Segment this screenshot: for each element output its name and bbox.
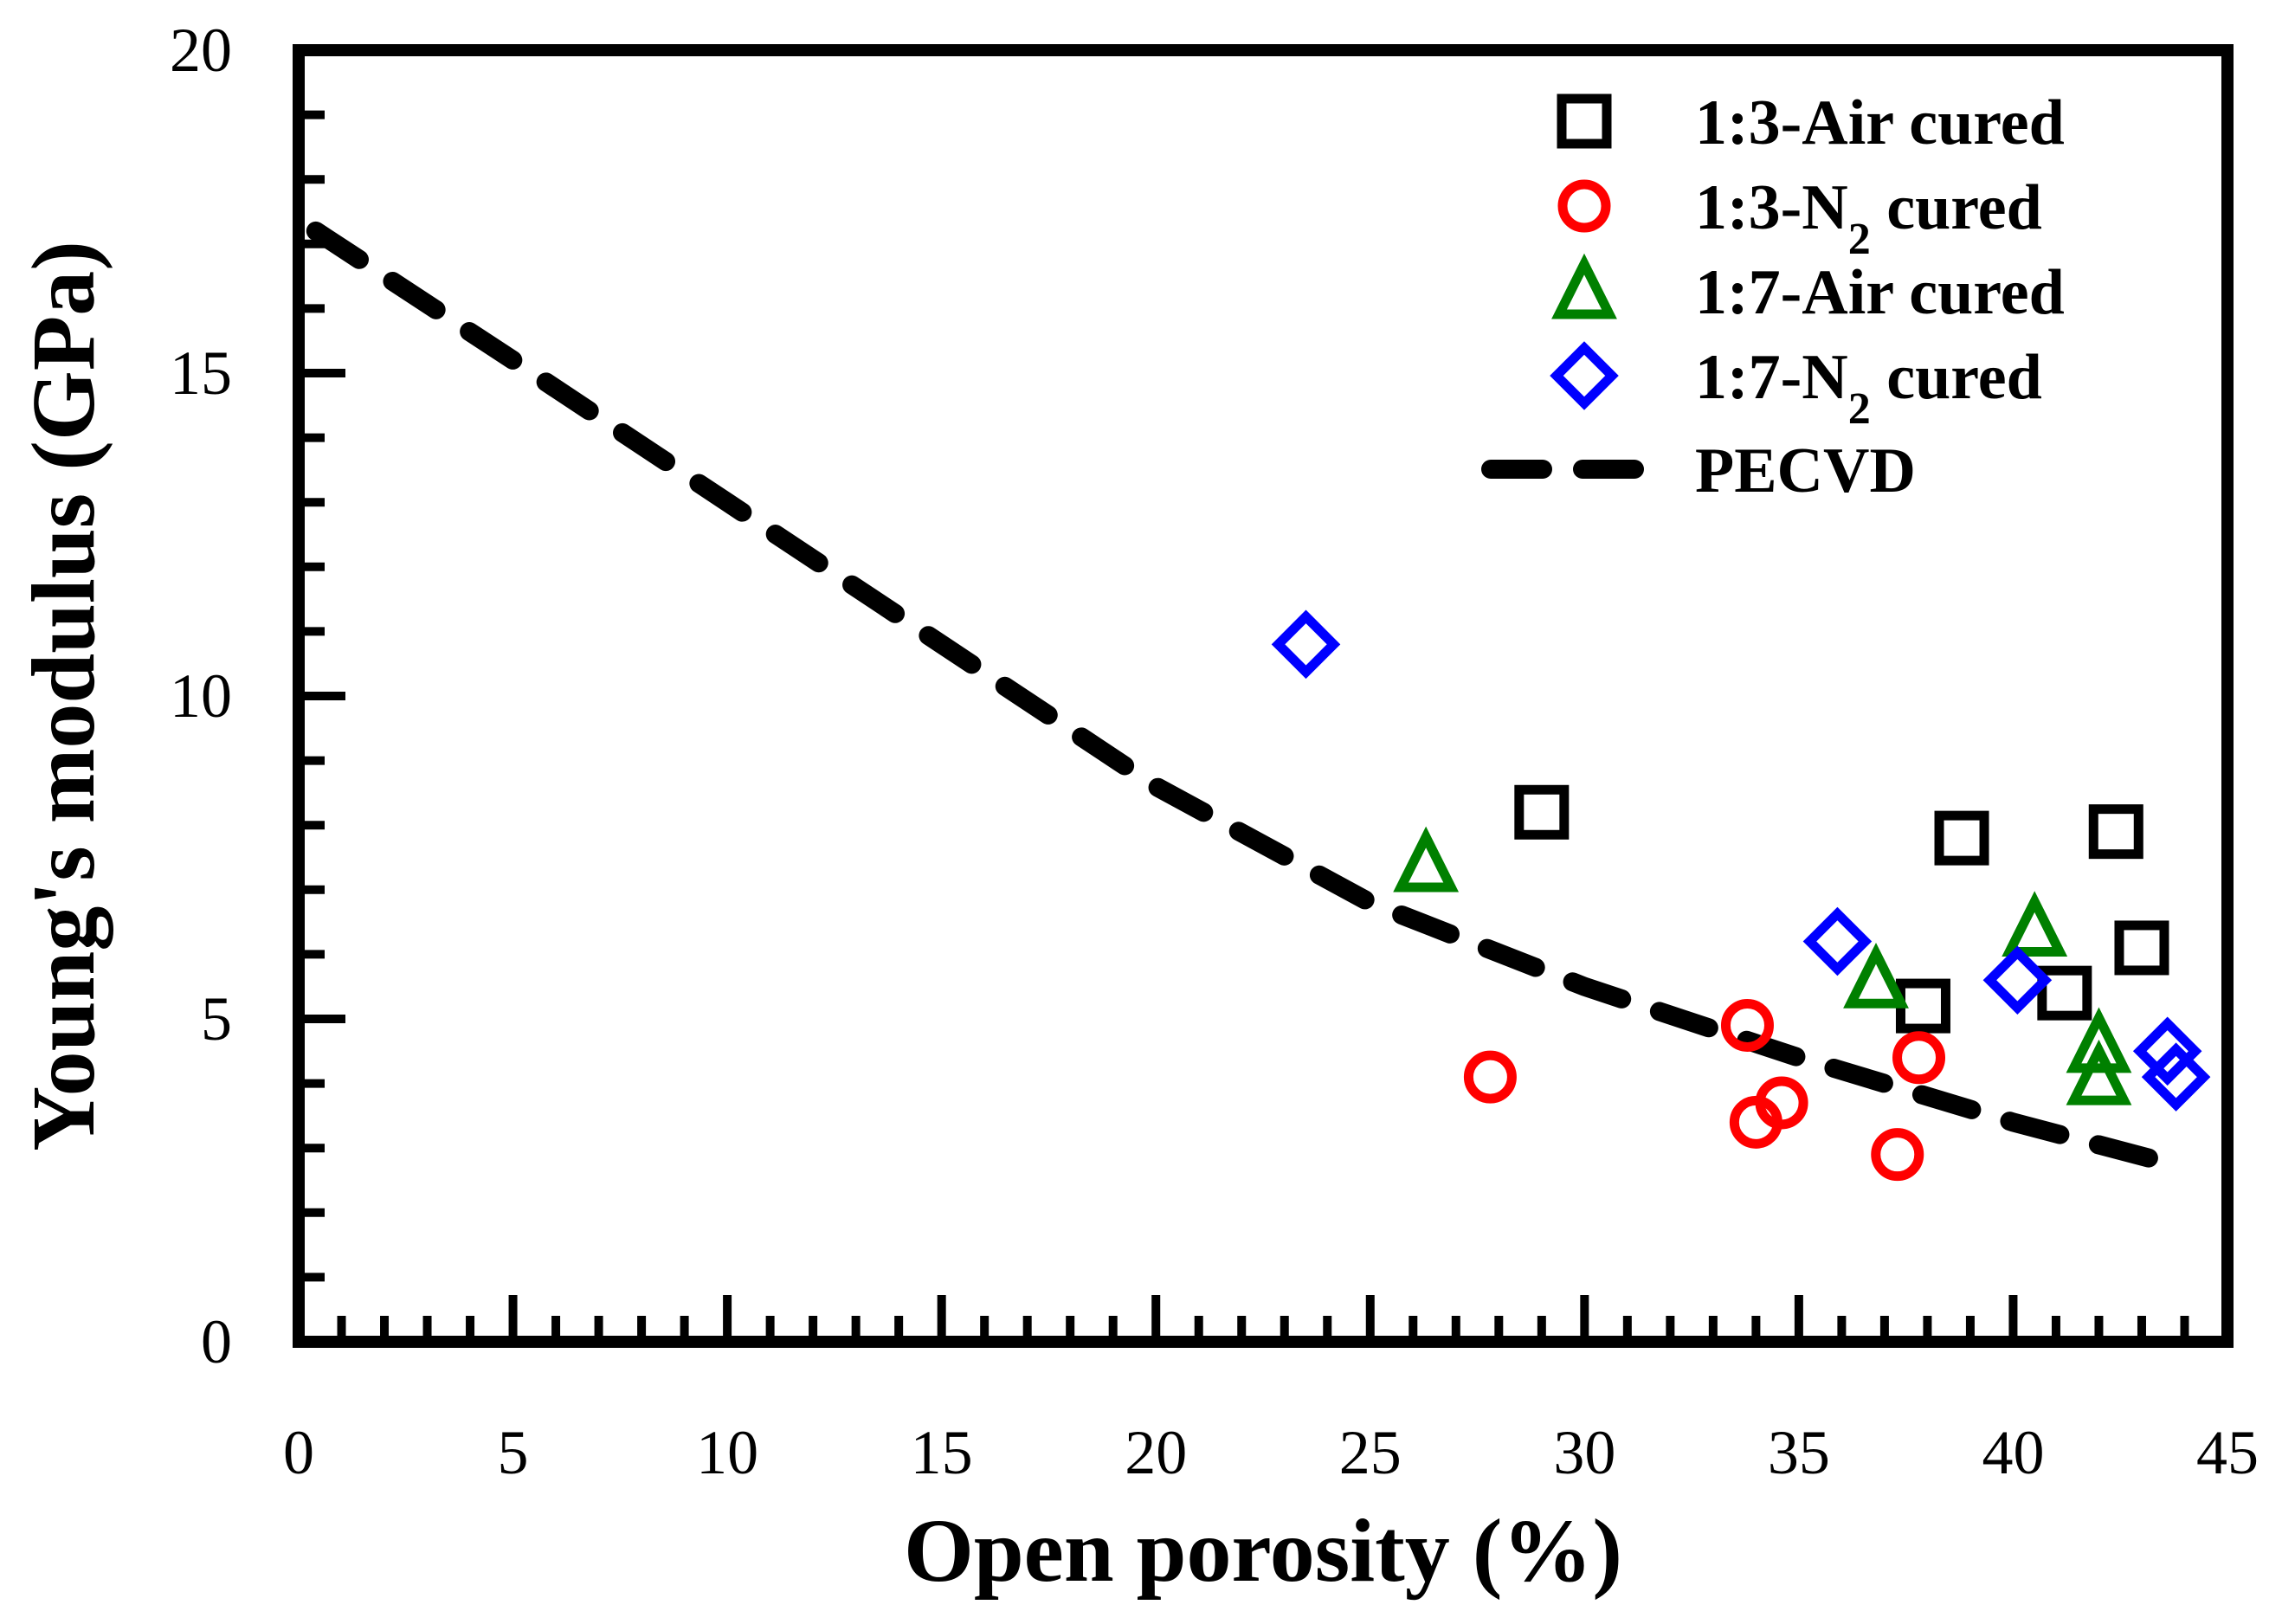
y-tick-label: 15 bbox=[170, 338, 232, 408]
y-tick-label: 20 bbox=[170, 16, 232, 85]
line-pecvd bbox=[306, 221, 2195, 1177]
point-1-3-air-cured bbox=[2114, 920, 2169, 976]
x-tick-label: 25 bbox=[1339, 1418, 1402, 1487]
point-1-7-air-cured bbox=[2066, 1007, 2132, 1073]
legend-marker-1-7-air-cured bbox=[1551, 253, 1617, 319]
y-tick-label: 5 bbox=[201, 984, 232, 1054]
point-1-7-n2-cured bbox=[1982, 945, 2053, 1015]
legend-label-1-3-n2-cured: 1:3-N2 cured bbox=[1695, 172, 2042, 264]
point-1-7-air-cured bbox=[2066, 1039, 2132, 1105]
y-axis-title: Young's modulus (GPa) bbox=[14, 241, 113, 1151]
point-1-7-n2-cured bbox=[2141, 1042, 2211, 1112]
point-1-3-air-cured bbox=[1514, 784, 1570, 840]
point-1-3-n2-cured bbox=[1871, 1128, 1924, 1182]
legend-label-pecvd: PECVD bbox=[1695, 435, 1916, 506]
y-tick-label: 10 bbox=[170, 661, 232, 731]
x-axis-title: Open porosity (%) bbox=[904, 1501, 1622, 1601]
x-tick-label: 45 bbox=[2196, 1418, 2259, 1487]
series-1-7-n2-cured bbox=[1271, 609, 2211, 1112]
x-tick-label: 0 bbox=[283, 1418, 314, 1487]
legend-marker-1-7-n2-cured bbox=[1550, 341, 1619, 410]
point-1-3-air-cured bbox=[2088, 804, 2143, 860]
point-1-3-air-cured bbox=[2037, 965, 2092, 1021]
data-points bbox=[1271, 609, 2211, 1182]
legend-marker-1-3-n2-cured bbox=[1557, 179, 1611, 233]
x-tick-label: 20 bbox=[1125, 1418, 1187, 1487]
legend-label-1-7-air-cured: 1:7-Air cured bbox=[1695, 257, 2065, 328]
point-1-7-air-cured bbox=[1393, 826, 1460, 893]
point-1-7-air-cured bbox=[2002, 891, 2068, 957]
x-tick-label: 35 bbox=[1768, 1418, 1830, 1487]
plot-frame bbox=[293, 44, 2234, 1348]
series-1-3-n2-cured bbox=[1463, 998, 1946, 1182]
legend-marker-1-3-air-cured bbox=[1557, 93, 1612, 149]
legend-label-1-7-n2-cured: 1:7-N2 cured bbox=[1695, 342, 2042, 434]
x-tick-label: 30 bbox=[1553, 1418, 1615, 1487]
point-1-7-air-cured bbox=[1843, 942, 1909, 1009]
reference-lines bbox=[306, 221, 2195, 1177]
x-tick-labels: 0 5 10 15 20 25 30 35 40 45 bbox=[283, 1418, 2259, 1487]
point-1-7-n2-cured bbox=[2132, 1016, 2202, 1086]
x-tick-label: 5 bbox=[498, 1418, 529, 1487]
point-1-7-n2-cured bbox=[1802, 906, 1873, 976]
series-1-7-air-cured bbox=[1393, 826, 2132, 1105]
series-1-3-air-cured bbox=[1514, 784, 2169, 1034]
y-tick-labels: 0 5 10 15 20 bbox=[170, 16, 232, 1376]
x-tick-label: 15 bbox=[911, 1418, 973, 1487]
axis-ticks bbox=[294, 46, 2232, 1346]
y-tick-label: 0 bbox=[201, 1307, 232, 1376]
legend-label-1-3-air-cured: 1:3-Air cured bbox=[1695, 87, 2065, 158]
point-1-3-n2-cured bbox=[1892, 1031, 1946, 1085]
x-tick-label: 10 bbox=[696, 1418, 758, 1487]
point-1-3-air-cured bbox=[1934, 810, 1989, 866]
point-1-3-n2-cured bbox=[1720, 998, 1774, 1052]
point-1-3-n2-cured bbox=[1463, 1050, 1517, 1104]
x-tick-label: 40 bbox=[1982, 1418, 2044, 1487]
point-1-7-n2-cured bbox=[1271, 609, 1341, 680]
point-1-3-n2-cured bbox=[1755, 1076, 1808, 1130]
